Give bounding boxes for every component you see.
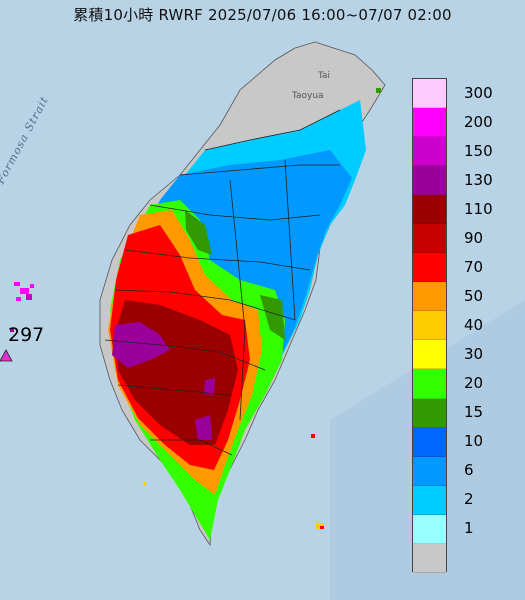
legend-swatch <box>413 456 446 486</box>
legend-label: 150 <box>464 141 493 160</box>
rain-band-15mm <box>185 210 285 340</box>
svg-text:Tai: Tai <box>317 71 330 81</box>
legend-label: 130 <box>464 170 493 189</box>
legend-label: 90 <box>464 228 484 247</box>
legend-label: 10 <box>464 432 484 451</box>
legend-label: 2 <box>464 490 474 509</box>
max-rain-value: 297 <box>8 324 45 346</box>
legend-swatch <box>413 195 446 225</box>
max-rain-marker-icon <box>0 349 13 362</box>
legend-swatch <box>413 427 446 457</box>
legend-swatch <box>413 398 446 428</box>
legend-label: 40 <box>464 316 484 334</box>
legend-label: 300 <box>464 83 493 102</box>
legend-swatch <box>413 79 446 109</box>
legend-label: 200 <box>464 112 493 131</box>
county-boundaries <box>104 109 341 456</box>
legend-label: 50 <box>464 286 484 305</box>
legend-swatch <box>413 340 446 370</box>
legend-swatch <box>413 166 446 196</box>
svg-text:Taoyua: Taoyua <box>291 91 324 101</box>
legend-swatch <box>413 514 446 544</box>
legend-label: 70 <box>464 257 484 276</box>
legend-label: 110 <box>464 199 493 218</box>
offshore-echoes <box>10 88 381 529</box>
legend-swatch <box>413 543 446 573</box>
legend-label: 20 <box>464 374 484 393</box>
rain-band-130mm <box>112 322 215 440</box>
legend-color-scale <box>412 78 447 573</box>
legend-label: 15 <box>464 403 484 422</box>
legend-swatch <box>413 253 446 283</box>
legend-swatch <box>413 137 446 167</box>
legend-label: 30 <box>464 345 484 364</box>
legend-swatch <box>413 369 446 399</box>
map-title: 累積10小時 RWRF 2025/07/06 16:00~07/07 02:00 <box>73 6 452 24</box>
legend-swatch <box>413 282 446 312</box>
legend-swatch <box>413 224 446 254</box>
legend-swatch <box>413 108 446 138</box>
legend-swatch <box>413 311 446 341</box>
legend-swatch <box>413 485 446 515</box>
legend-label: 1 <box>464 519 474 538</box>
rain-legend: 300 200 150 130 110 90 70 50 40 30 20 15 10 6 2 1 <box>412 78 512 573</box>
legend-label: 6 <box>464 461 474 480</box>
place-labels: Tai Taoyua <box>291 71 330 101</box>
